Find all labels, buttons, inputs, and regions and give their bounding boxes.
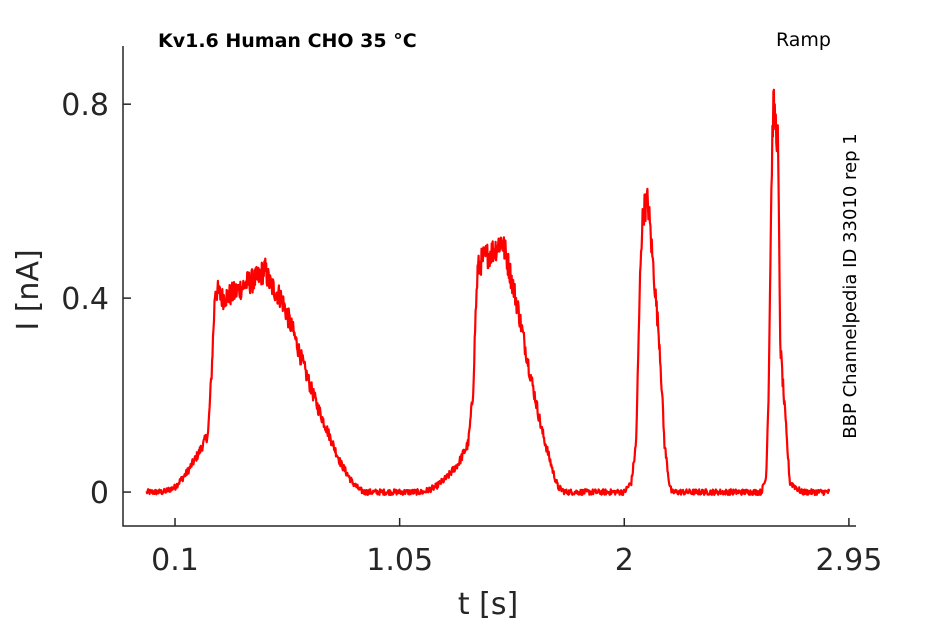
axes	[122, 46, 856, 527]
x-tick-label: 2.95	[816, 543, 883, 578]
protocol-label: Ramp	[776, 29, 831, 51]
y-axis-label: I [nA]	[11, 249, 46, 330]
x-axis-label: t [s]	[458, 587, 518, 622]
chart-title: Kv1.6 Human CHO 35 °C	[158, 30, 417, 52]
y-tick-label: 0.8	[61, 88, 109, 123]
source-id-label: BBP Channelpedia ID 33010 rep 1	[840, 133, 861, 438]
x-tick-label: 2	[615, 543, 634, 578]
x-axis-ticks: 0.1 1.05 2 2.95	[151, 518, 882, 578]
y-tick-label: 0	[90, 476, 109, 511]
y-axis-ticks: 0 0.4 0.8	[61, 88, 131, 511]
x-tick-label: 0.1	[151, 543, 199, 578]
current-trace-line	[145, 88, 831, 497]
x-tick-label: 1.05	[366, 543, 433, 578]
y-tick-label: 0.4	[61, 282, 109, 317]
